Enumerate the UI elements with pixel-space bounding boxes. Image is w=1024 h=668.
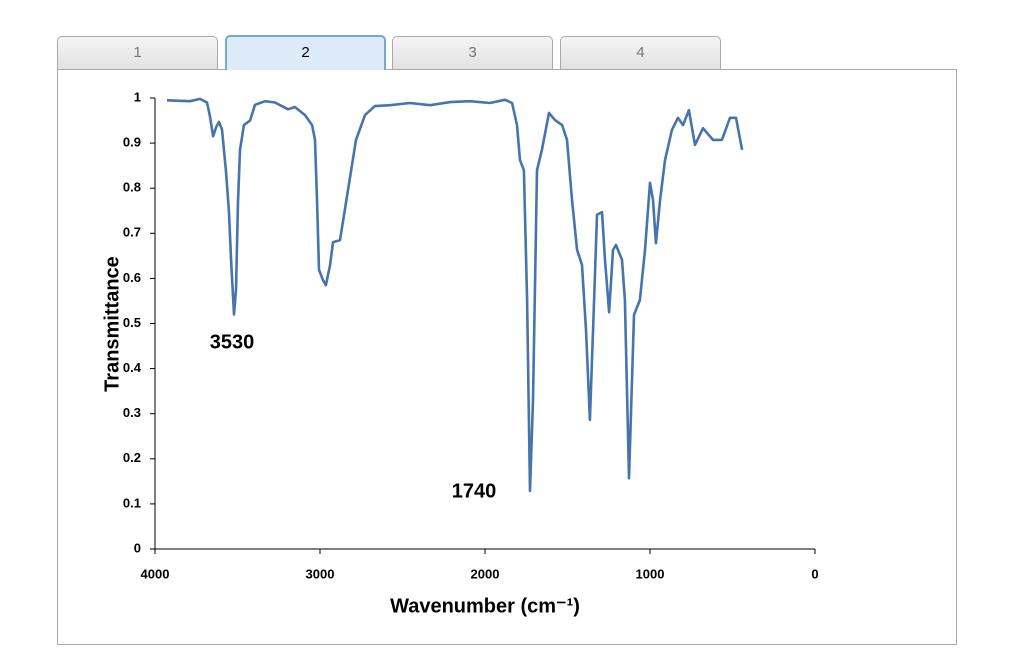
y-tick-label: 0.9 bbox=[123, 135, 141, 150]
x-tick-label: 1000 bbox=[636, 566, 665, 581]
y-tick-label: 0.4 bbox=[123, 360, 142, 375]
x-tick-label: 2000 bbox=[471, 566, 500, 581]
tab[interactable]: 3 bbox=[392, 36, 553, 69]
x-tick-label: 3000 bbox=[306, 566, 335, 581]
y-tick-label: 0.1 bbox=[123, 495, 141, 510]
spectrum-line bbox=[166, 97, 744, 493]
peak-annotation: 1740 bbox=[452, 480, 497, 502]
tab[interactable]: 4 bbox=[560, 36, 721, 69]
peak-annotation: 3530 bbox=[210, 331, 255, 353]
y-tick-label: 0.7 bbox=[123, 225, 141, 240]
x-tick-label: 0 bbox=[811, 566, 818, 581]
tab[interactable]: 1 bbox=[57, 36, 218, 69]
y-tick-label: 0.8 bbox=[123, 180, 141, 195]
y-tick-label: 1 bbox=[134, 89, 141, 104]
y-tick-label: 0.3 bbox=[123, 405, 141, 420]
x-tick-label: 4000 bbox=[141, 566, 170, 581]
y-tick-label: 0.6 bbox=[123, 270, 141, 285]
x-axis-title: Wavenumber (cm⁻¹) bbox=[390, 595, 580, 617]
y-tick-label: 0.2 bbox=[123, 450, 141, 465]
y-axis-title: Transmittance bbox=[101, 256, 123, 392]
y-tick-label: 0 bbox=[134, 540, 141, 555]
y-tick-label: 0.5 bbox=[123, 315, 141, 330]
tab-active[interactable]: 2 bbox=[225, 35, 386, 70]
